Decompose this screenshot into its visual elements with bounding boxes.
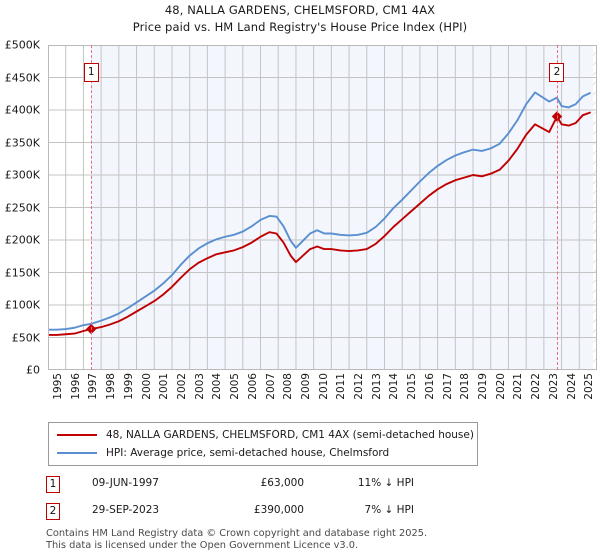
transaction-date-1: 09-JUN-1997 [92, 477, 159, 489]
y-axis-tick-label: £200K [4, 233, 40, 247]
x-axis-tick-label: 2013 [370, 373, 383, 400]
series-lines [48, 91, 591, 336]
x-axis-tick-label: 2012 [353, 373, 366, 400]
event-marker-line-1 [91, 45, 93, 370]
transaction-price-2: £390,000 [253, 504, 304, 516]
grid-lines [48, 45, 597, 370]
x-axis-tick-label: 2023 [547, 373, 560, 400]
x-axis-tick-label: 2004 [211, 373, 224, 400]
legend-label-hpi: HPI: Average price, semi-detached house,… [106, 447, 390, 459]
x-axis-tick-label: 2022 [530, 373, 543, 400]
legend-item-hpi: HPI: Average price, semi-detached house,… [57, 444, 389, 462]
y-axis-tick-label: £100K [4, 298, 40, 312]
x-axis-tick-label: 2002 [175, 373, 188, 400]
x-axis-labels: 1995 1996 1997 1998 1999 2000 2001 2002 2003 2004… [48, 373, 597, 413]
x-axis-tick-label: 2001 [158, 373, 171, 400]
x-axis-tick-label: 2006 [246, 373, 259, 400]
x-axis-tick-label: 1997 [87, 373, 100, 400]
transaction-row-2: 2 29-SEP-2023 £390,000 7% ↓ HPI [46, 503, 466, 525]
x-axis-tick-label: 2024 [565, 373, 578, 400]
y-axis-tick-label: £250K [4, 201, 40, 214]
transaction-index-1: 1 [46, 476, 60, 493]
event-marker-line-2 [556, 45, 558, 370]
x-axis-tick-label: 2017 [441, 373, 454, 400]
x-axis-tick-label: 2021 [512, 373, 525, 400]
y-axis-tick-label: £500K [4, 38, 40, 52]
future-hatch-region [592, 45, 597, 370]
y-axis-tick-label: £300K [4, 168, 40, 182]
y-axis-labels: £500K £450K £400K £350K £300K £250K £200K £150K… [0, 39, 44, 377]
legend-label-property: 48, NALLA GARDENS, CHELMSFORD, CM1 4AX (… [106, 429, 474, 441]
x-axis-tick-label: 2000 [140, 373, 153, 400]
transaction-row-1: 1 09-JUN-1997 £63,000 11% ↓ HPI [46, 476, 466, 498]
y-axis-tick-label: £0 [26, 363, 40, 377]
x-axis-tick-label: 1999 [122, 373, 135, 400]
x-axis-tick-label: 1995 [52, 373, 64, 400]
legend-item-property: 48, NALLA GARDENS, CHELMSFORD, CM1 4AX (… [57, 426, 474, 444]
footer: Contains HM Land Registry data © Crown c… [46, 528, 586, 551]
y-axis-tick-label: £350K [4, 136, 40, 149]
x-axis-tick-label: 2018 [459, 373, 472, 400]
x-axis-tick-label: 1996 [69, 373, 82, 400]
x-axis-tick-label: 2016 [423, 373, 436, 400]
x-axis-tick-label: 2003 [193, 373, 206, 400]
transaction-delta-1: 11% ↓ HPI [357, 477, 414, 489]
x-axis-tick-label: 2011 [335, 373, 348, 400]
legend-swatch-hpi [57, 452, 97, 454]
x-axis-tick-label: 1998 [105, 373, 118, 400]
x-axis-tick-label: 2007 [264, 373, 277, 400]
series-line-property [48, 111, 591, 336]
x-axis-tick-label: 2014 [388, 373, 401, 400]
transaction-date-2: 29-SEP-2023 [92, 504, 160, 516]
y-axis-tick-label: £400K [4, 103, 40, 117]
footer-line-2: This data is licensed under the Open Gov… [46, 539, 359, 551]
x-axis-tick-label: 2015 [406, 373, 419, 400]
y-axis-tick-label: £50K [11, 331, 40, 344]
footer-line-1: Contains HM Land Registry data © Crown c… [46, 528, 428, 539]
y-axis-tick-label: £450K [4, 71, 40, 84]
page-title: 48, NALLA GARDENS, CHELMSFORD, CM1 4AX [164, 3, 436, 17]
x-axis-tick-label: 2025 [583, 373, 596, 400]
legend-swatch-property [57, 434, 97, 436]
x-axis-tick-label: 2019 [477, 373, 490, 400]
y-axis-tick-label: £150K [4, 266, 40, 279]
legend: 48, NALLA GARDENS, CHELMSFORD, CM1 4AX (… [48, 422, 478, 466]
transaction-price-1: £63,000 [260, 477, 304, 489]
x-axis-tick-label: 2010 [317, 373, 330, 400]
series-line-hpi [48, 91, 591, 331]
event-marker-box-2[interactable]: 2 [549, 63, 565, 82]
x-axis-tick-label: 2005 [229, 373, 242, 400]
x-axis-tick-label: 2008 [282, 373, 295, 400]
transaction-delta-2: 7% ↓ HPI [364, 504, 414, 516]
x-axis-tick-label: 2020 [494, 373, 507, 400]
page-subtitle: Price paid vs. HM Land Registry's House … [132, 20, 468, 34]
x-axis-tick-label: 2009 [299, 373, 312, 400]
event-marker-box-1[interactable]: 1 [83, 63, 99, 82]
transaction-index-2: 2 [46, 503, 60, 520]
